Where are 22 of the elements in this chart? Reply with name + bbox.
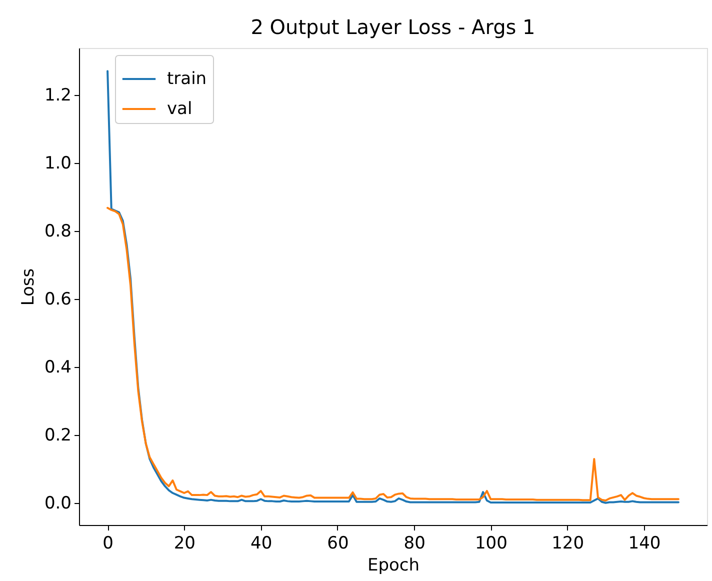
x-axis-title: Epoch <box>367 556 420 576</box>
line-series <box>106 70 680 504</box>
x-tick-label: 100 <box>474 534 508 554</box>
x-tick-label: 140 <box>628 534 661 554</box>
y-tick-label: 1.0 <box>44 153 72 174</box>
y-tick-label: 0.6 <box>44 290 72 310</box>
y-tick-label: 0.0 <box>44 494 72 514</box>
x-tick-label: 0 <box>102 534 114 554</box>
y-tick-label: 0.4 <box>44 358 72 378</box>
legend-label: train <box>167 69 207 89</box>
line-series <box>106 206 680 502</box>
chart-title: 2 Output Layer Loss - Args 1 <box>250 15 536 39</box>
x-tick-label: 40 <box>250 534 272 554</box>
legend-label: val <box>167 99 192 119</box>
y-tick-label: 0.2 <box>44 426 72 446</box>
y-axis-title: Loss <box>18 268 38 306</box>
x-tick-label: 60 <box>327 534 349 554</box>
x-tick-label: 20 <box>174 534 196 554</box>
y-tick-label: 1.2 <box>44 85 72 106</box>
x-tick-label: 120 <box>552 534 584 554</box>
x-tick-label: 80 <box>404 534 426 554</box>
y-tick-label: 0.8 <box>44 222 72 242</box>
